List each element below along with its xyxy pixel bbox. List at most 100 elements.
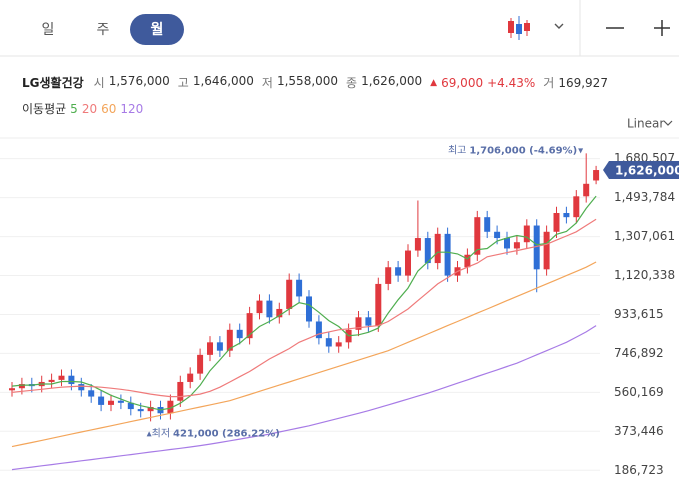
candle-body bbox=[246, 313, 253, 339]
y-tick-label: 373,446 bbox=[614, 424, 664, 438]
ma-line bbox=[11, 325, 597, 471]
candle-body bbox=[48, 379, 55, 382]
tab[interactable]: 일 bbox=[42, 22, 55, 38]
quote-label: 고 bbox=[177, 76, 189, 90]
candle-body bbox=[563, 213, 570, 218]
legend-item: 120 bbox=[120, 101, 144, 116]
candle-body bbox=[335, 342, 342, 347]
active-tab-bg bbox=[130, 14, 184, 45]
chart-type-icon[interactable] bbox=[508, 16, 530, 40]
candle-body bbox=[226, 329, 233, 351]
candle-body bbox=[187, 373, 194, 382]
y-tick-label: 1,493,784 bbox=[614, 190, 675, 204]
candle-body bbox=[147, 406, 154, 412]
candle-body bbox=[266, 300, 273, 318]
legend-title: 이동평균 bbox=[22, 102, 67, 116]
quote-label: 저 bbox=[261, 76, 273, 90]
candle-body bbox=[464, 254, 471, 268]
candle-body bbox=[385, 267, 392, 284]
quote-label: 거 bbox=[543, 76, 555, 90]
dropdown-icon[interactable] bbox=[663, 120, 673, 126]
y-tick-label: 1,120,338 bbox=[614, 268, 675, 282]
candle-body bbox=[315, 321, 322, 339]
quote-label: 시 bbox=[93, 76, 105, 90]
quote-value: 1,576,000 bbox=[108, 74, 170, 88]
scale-label[interactable]: Linear bbox=[627, 117, 664, 131]
candle-body bbox=[405, 250, 411, 276]
candle-body bbox=[414, 238, 421, 251]
quote-label: 종 bbox=[346, 76, 358, 90]
candle-body bbox=[296, 279, 303, 297]
candle-body bbox=[573, 196, 580, 218]
annotation-text: 최고 bbox=[448, 144, 466, 156]
change: 69,000 bbox=[441, 75, 484, 90]
candle-body bbox=[68, 375, 75, 385]
y-tick-label: 1,307,061 bbox=[614, 229, 675, 243]
candle-body bbox=[375, 283, 382, 326]
quote-value: 1,646,000 bbox=[192, 74, 254, 88]
candle-body bbox=[424, 238, 431, 264]
candle-body bbox=[494, 231, 501, 239]
candle-body bbox=[474, 217, 481, 255]
legend: 이동평균 5 20 60 120 bbox=[22, 100, 143, 117]
candle-body bbox=[78, 384, 85, 391]
quote-value: 169,927 bbox=[558, 75, 608, 90]
y-tick-label: 186,723 bbox=[614, 463, 664, 477]
candle-body bbox=[325, 338, 332, 347]
price-tag-label: 1,626,000 bbox=[615, 164, 679, 178]
ma-line bbox=[11, 195, 597, 411]
legend-item: 5 bbox=[70, 101, 78, 116]
candle-body bbox=[276, 308, 283, 318]
candle-body bbox=[484, 217, 491, 232]
candle-body bbox=[523, 225, 530, 243]
y-tick-label: 746,892 bbox=[614, 346, 664, 360]
candle-body bbox=[108, 400, 114, 405]
candle-body bbox=[137, 409, 144, 412]
quote-line: LG생활건강 시 1,576,000 고 1,646,000 저 1,558,000 종 1,… bbox=[22, 74, 608, 91]
annotation-text: 최저 bbox=[152, 427, 170, 439]
candle-body bbox=[236, 329, 243, 339]
candle-body bbox=[513, 242, 520, 249]
high-annotation: 최고 1,706,000 (-4.69%)▾ bbox=[448, 144, 583, 156]
ma-line bbox=[11, 218, 597, 398]
candle-body bbox=[583, 183, 590, 197]
candle-body bbox=[207, 342, 213, 355]
dropdown-icon[interactable] bbox=[554, 23, 564, 29]
candle-body bbox=[18, 384, 25, 389]
candle-body bbox=[9, 388, 15, 391]
candle-body bbox=[553, 213, 560, 232]
price-tag bbox=[603, 161, 679, 180]
ma-line bbox=[11, 261, 597, 448]
candle-body bbox=[306, 296, 312, 322]
candle-body bbox=[127, 402, 134, 410]
candle-body bbox=[434, 233, 441, 264]
zoom-in[interactable] bbox=[654, 20, 670, 36]
candle-body bbox=[88, 390, 95, 397]
candle-body bbox=[216, 342, 223, 351]
up-arrow: ▲ bbox=[430, 77, 438, 88]
candle-body bbox=[177, 381, 184, 401]
legend-item: 60 bbox=[101, 101, 117, 116]
candle-body bbox=[533, 225, 540, 270]
tab[interactable]: 월 bbox=[151, 21, 164, 38]
annotation-text: 421,000 (286.22%) bbox=[173, 428, 280, 439]
annotation-text: 1,706,000 (-4.69%) bbox=[469, 145, 577, 156]
candle-body bbox=[98, 396, 105, 405]
candle-body bbox=[593, 170, 600, 181]
tab[interactable]: 주 bbox=[97, 22, 110, 38]
candle-body bbox=[504, 238, 510, 249]
candle-body bbox=[395, 267, 402, 276]
candle-body bbox=[286, 279, 293, 309]
candle-body bbox=[197, 354, 204, 374]
annotation-arrow: ▾ bbox=[578, 145, 583, 156]
legend-item: 20 bbox=[81, 101, 98, 116]
candle-body bbox=[58, 375, 65, 380]
quote-items: 시 1,576,000 고 1,646,000 저 1,558,000 종 1,626,000 bbox=[94, 74, 427, 91]
candle-body bbox=[256, 300, 263, 314]
annotation-arrow: ▴ bbox=[147, 428, 152, 439]
quote-value: 1,626,000 bbox=[361, 74, 423, 88]
stock-name: LG생활건강 bbox=[22, 76, 84, 90]
y-tick-label: 560,169 bbox=[614, 385, 664, 399]
